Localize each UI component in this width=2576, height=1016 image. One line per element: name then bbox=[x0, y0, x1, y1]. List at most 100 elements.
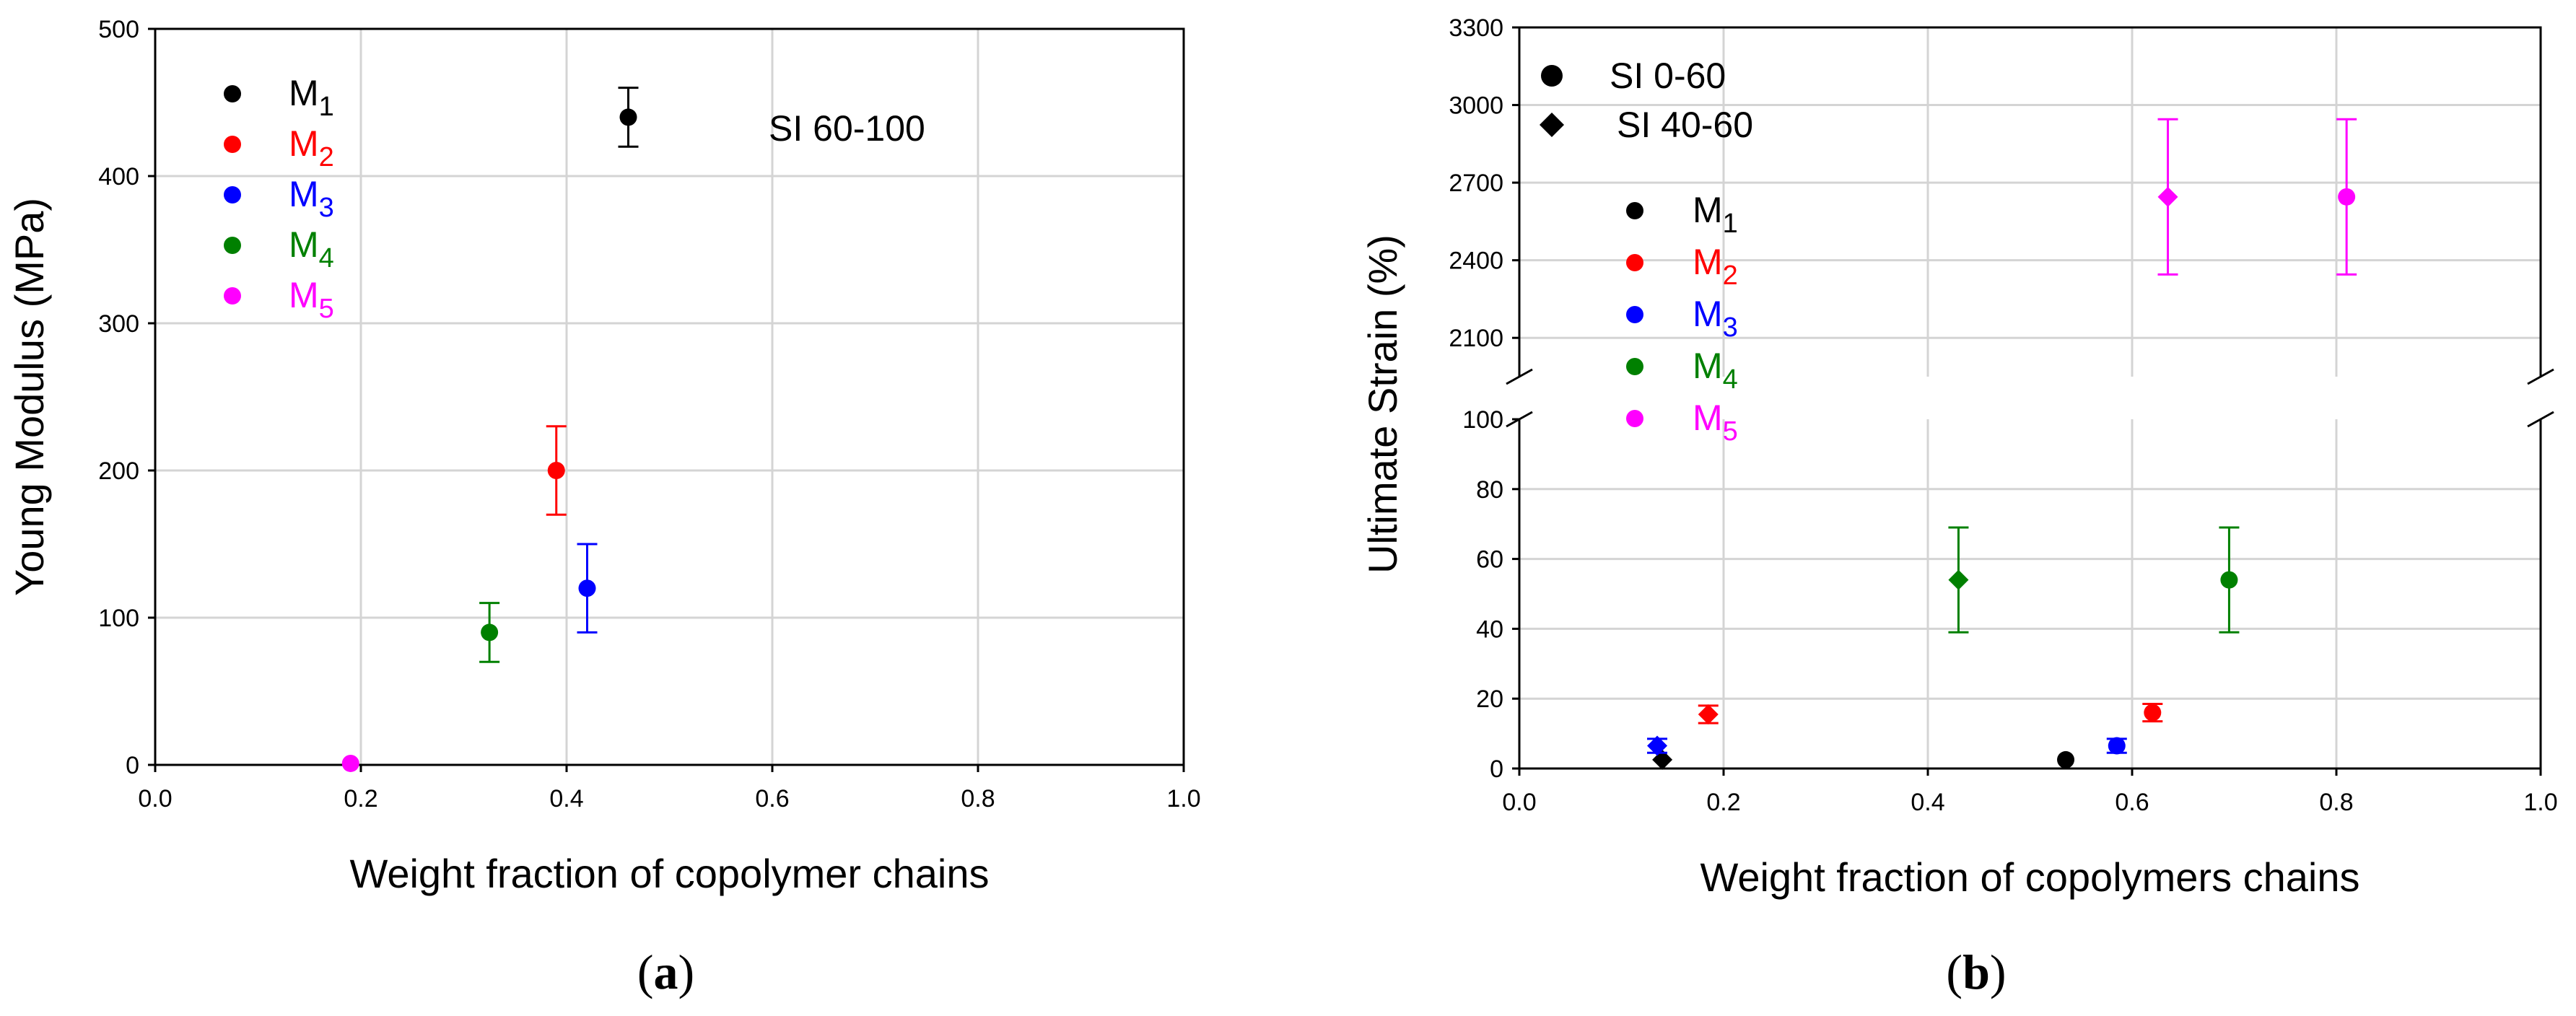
plot-frame-upper bbox=[1518, 26, 2542, 377]
data-point-m4 bbox=[1948, 569, 1969, 590]
plot-frame-a bbox=[154, 27, 1185, 766]
x-tick-label: 0.8 bbox=[2319, 789, 2353, 816]
paren-close: ) bbox=[678, 945, 695, 999]
data-point-m4 bbox=[481, 623, 499, 641]
y-tick-label: 2700 bbox=[1449, 170, 1503, 197]
x-axis-title: Weight fraction of copolymers chains bbox=[1700, 854, 2359, 900]
y-tick-label: 100 bbox=[1462, 406, 1503, 434]
x-tick-label: 0.6 bbox=[2115, 789, 2149, 816]
legend-label-main: M bbox=[1693, 398, 1723, 438]
legend-label: M2 bbox=[1693, 242, 1738, 291]
legend-label-sub: 1 bbox=[1723, 209, 1738, 239]
paren-open: ( bbox=[1946, 945, 1962, 999]
y-tick-label: 300 bbox=[98, 310, 139, 338]
legend-label: M4 bbox=[289, 224, 334, 273]
y-tick-label: 60 bbox=[1476, 546, 1503, 574]
legend-label-main: M bbox=[1693, 242, 1723, 282]
data-point-m3 bbox=[2108, 737, 2126, 755]
x-tick-label: 1.0 bbox=[2523, 789, 2557, 816]
marker-legend-diamond bbox=[1540, 113, 1564, 137]
legend-marker bbox=[1626, 202, 1643, 219]
y-tick-label: 400 bbox=[98, 163, 139, 190]
legend-label-sub: 5 bbox=[1723, 416, 1738, 447]
legend-label: M3 bbox=[289, 174, 334, 223]
axis-break-mark bbox=[2527, 411, 2554, 428]
y-tick-label: 2100 bbox=[1449, 325, 1503, 352]
y-tick-label: 20 bbox=[1476, 686, 1503, 713]
x-tick-label: 0.0 bbox=[1502, 789, 1536, 816]
data-point-m2 bbox=[2144, 704, 2162, 722]
data-point-m1 bbox=[619, 108, 637, 126]
legend-label-main: M bbox=[1693, 294, 1723, 334]
legend-label-main: M bbox=[289, 73, 319, 113]
axis-break-mark bbox=[2527, 368, 2554, 385]
y-axis-title: Young Modulus (MPa) bbox=[6, 198, 52, 596]
panel-letter-b: b bbox=[1962, 945, 1990, 999]
chart-a: 0.0 0.2 0.4 0.6 0.8 1.0 0 100 200 300 400 500 Weight… bbox=[6, 16, 1201, 999]
legend-label-main: M bbox=[289, 224, 319, 265]
y-tick-label: 200 bbox=[98, 457, 139, 485]
x-tick-label: 0.0 bbox=[138, 785, 172, 813]
panel-letter-a: a bbox=[654, 945, 678, 999]
y-tick-label: 3300 bbox=[1449, 14, 1503, 42]
annotation-si-60-100: SI 60-100 bbox=[769, 108, 925, 149]
legend-label-sub: 5 bbox=[319, 294, 334, 324]
legend-marker bbox=[1626, 358, 1643, 375]
plot-frame-lower bbox=[1518, 419, 2542, 770]
x-tick-label: 0.8 bbox=[961, 785, 995, 813]
legend-label-main: M bbox=[1693, 346, 1723, 386]
data-point-m5 bbox=[341, 754, 359, 772]
y-tick-label: 0 bbox=[1490, 756, 1503, 783]
legend-marker bbox=[224, 287, 241, 305]
legend-label-main: M bbox=[289, 123, 319, 164]
y-tick-label: 0 bbox=[126, 752, 139, 779]
legend-marker bbox=[224, 237, 241, 254]
legend-marker bbox=[224, 136, 241, 153]
legend-label: M3 bbox=[1693, 294, 1738, 343]
x-tick-label: 0.4 bbox=[549, 785, 583, 813]
marker-legend-label: SI 0-60 bbox=[1610, 56, 1726, 96]
y-tick-label: 3000 bbox=[1449, 92, 1503, 120]
legend-marker bbox=[1626, 410, 1643, 427]
panel-label-a: (a) bbox=[637, 945, 694, 999]
legend-label-sub: 1 bbox=[319, 92, 334, 122]
data-point-m2 bbox=[547, 462, 565, 479]
legend-label-sub: 2 bbox=[1723, 260, 1738, 291]
data-point-m4 bbox=[2220, 571, 2238, 589]
y-tick-label: 500 bbox=[98, 16, 139, 43]
legend-label: M2 bbox=[289, 123, 334, 172]
x-axis-title: Weight fraction of copolymer chains bbox=[349, 851, 989, 896]
chart-b: 0.0 0.2 0.4 0.6 0.8 1.0 0 20 40 60 80 100 2100 2400 27… bbox=[1360, 14, 2558, 999]
legend-label-sub: 3 bbox=[1723, 312, 1738, 343]
legend-label-sub: 4 bbox=[1723, 364, 1738, 395]
legend-label-main: M bbox=[289, 275, 319, 315]
x-tick-label: 0.4 bbox=[1911, 789, 1944, 816]
x-tick-label: 1.0 bbox=[1166, 785, 1200, 813]
x-tick-label: 0.2 bbox=[1706, 789, 1740, 816]
paren-open: ( bbox=[637, 945, 654, 999]
marker-legend-label: SI 40-60 bbox=[1617, 105, 1753, 145]
legend-marker bbox=[224, 186, 241, 203]
legend-label-sub: 4 bbox=[319, 243, 334, 273]
legend-label: M1 bbox=[289, 73, 334, 122]
y-tick-label: 2400 bbox=[1449, 248, 1503, 275]
data-point-m5 bbox=[2157, 186, 2178, 207]
data-point-m5 bbox=[2338, 188, 2356, 206]
legend-marker bbox=[224, 85, 241, 102]
axis-break-mark bbox=[1506, 368, 1533, 385]
data-point-m3 bbox=[578, 579, 596, 597]
legend-label-sub: 3 bbox=[319, 193, 334, 223]
y-tick-label: 80 bbox=[1476, 476, 1503, 504]
data-point-m3 bbox=[1647, 735, 1668, 756]
legend-label-sub: 2 bbox=[319, 142, 334, 172]
legend-label-main: M bbox=[1693, 190, 1723, 230]
data-point-m2 bbox=[1698, 704, 1719, 724]
y-tick-label: 40 bbox=[1476, 616, 1503, 643]
legend-label-main: M bbox=[289, 174, 319, 214]
marker-legend-circle bbox=[1541, 65, 1563, 87]
panel-label-b: (b) bbox=[1946, 945, 2006, 999]
legend-marker bbox=[1626, 254, 1643, 271]
legend-label: M5 bbox=[289, 275, 334, 324]
y-tick-label: 100 bbox=[98, 605, 139, 632]
